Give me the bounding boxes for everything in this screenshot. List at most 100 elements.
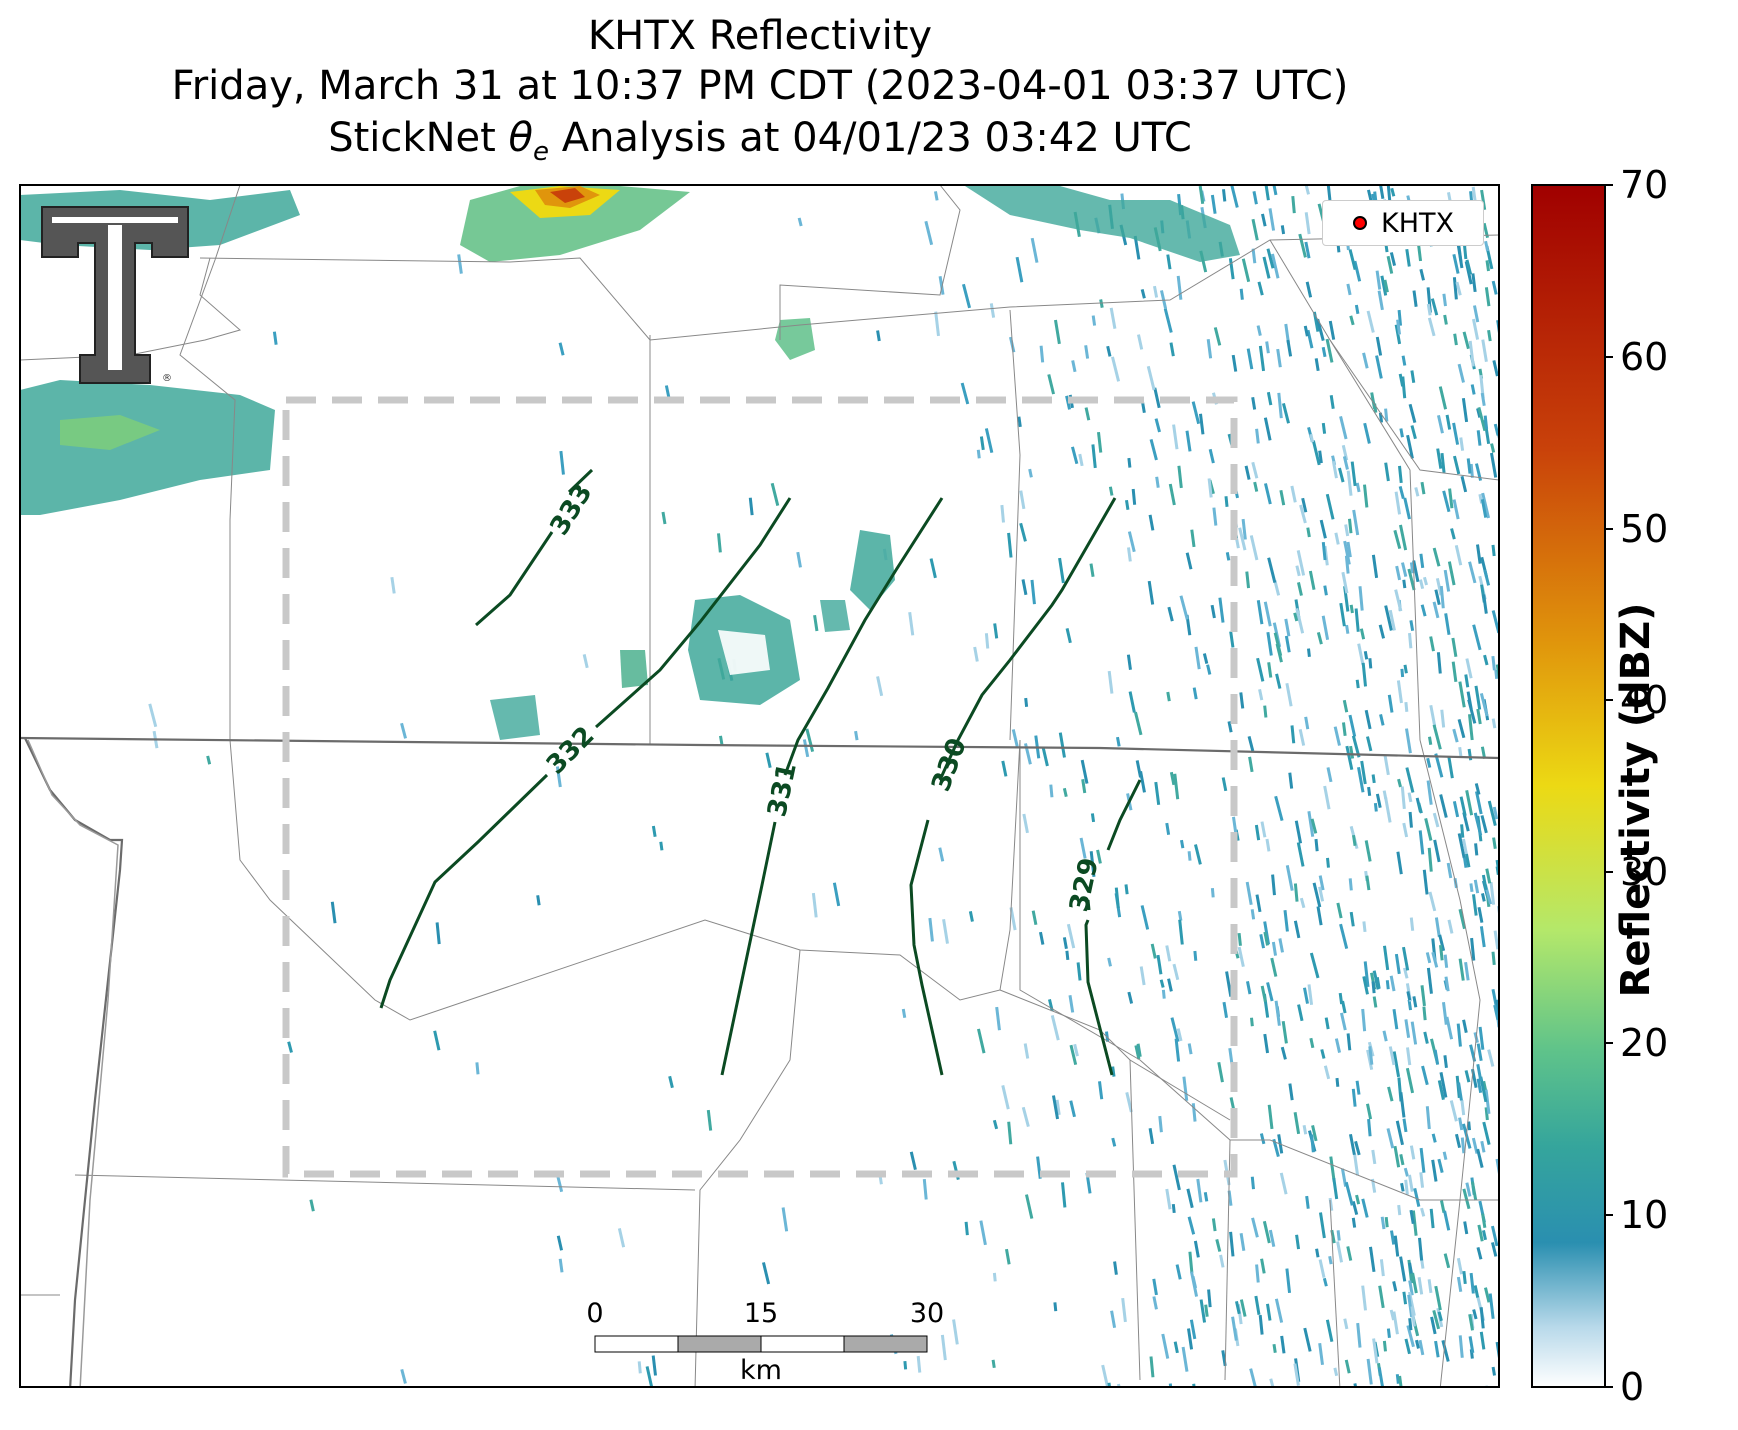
radar-echo-gate [1199,1299,1207,1323]
radar-echo-gate [1364,840,1372,862]
map-border [19,184,1500,1388]
radar-echo-gate [1154,781,1161,806]
radar-echo-gate [1280,1335,1286,1354]
radar-echo-gate [1155,476,1160,488]
radar-echo-gate [1335,1077,1340,1087]
radar-echo-gate [1491,280,1498,295]
radar-echo-gate [1420,604,1427,617]
radar-echo-gate [1357,643,1365,666]
radar-echo-gate [1284,323,1290,343]
radar-echo-gate [1428,891,1437,912]
radar-echo-gate [1334,1038,1342,1053]
radar-echo-gate [1393,1235,1400,1257]
radar-echo-gate [1258,345,1266,372]
radar-echo-gate [1278,938,1284,953]
radar-echo-gate [1165,822,1171,835]
radar-echo-gate [1481,1213,1487,1229]
analysis-domain-box [282,396,1238,1178]
radar-echo-gate [1443,954,1449,968]
radar-echo-gate [536,895,541,906]
radar-echo-gate [1291,196,1296,214]
radar-echo-gate [1469,1272,1475,1294]
radar-echo-gate [1081,779,1087,794]
radar-echo-gate [1039,345,1045,363]
radar-echo-gate [1494,999,1499,1017]
radar-echo-gate [1058,732,1066,758]
radar-echo-gate [1484,240,1490,252]
radar-echo-gate [1007,1121,1013,1145]
radar-echo-gate [1392,1051,1401,1078]
radar-echo-gate [1001,1085,1010,1110]
radar-echo-gate [1342,699,1349,713]
radar-echo-gate [1227,721,1233,733]
radar-echo-gate [1147,580,1155,605]
radar-echo-gate [1409,917,1415,931]
radar-echo-gate [1480,392,1486,407]
radar-echo-gate [1192,687,1198,700]
radar-echo-gate [1030,579,1036,605]
radar-echo-gate [1215,1238,1222,1252]
title-line-2: Friday, March 31 at 10:37 PM CDT (2023-0… [171,63,1349,109]
radar-echo-gate [1492,806,1499,820]
radar-echo-gate [668,1075,674,1089]
radar-echo-gate [1023,1043,1030,1059]
radar-echo-gate [1351,1217,1357,1228]
radar-echo-gate [1295,608,1305,634]
radar-echo-gate [1462,1270,1467,1285]
radar-echo-gate [1186,1188,1194,1209]
map-legend: KHTX [1322,200,1484,246]
radar-echo-gate [148,703,158,728]
radar-echo-gate [1402,579,1407,589]
radar-echo-gate [1437,1080,1445,1101]
radar-echo-gate [1449,1100,1458,1122]
radar-echo-gate [1089,563,1095,578]
radar-echo-gate [1168,483,1176,506]
radar-echo-gate [1312,882,1322,908]
radar-echo-gate [1296,550,1306,576]
radar-echo-gate [1480,1140,1486,1153]
radar-echo-gate [1464,1070,1471,1083]
radar-echo-gate [1273,632,1283,657]
radar-echo-gate [1378,1285,1385,1309]
radar-echo-gate [1222,1001,1229,1018]
radar-echo-gate [1301,497,1308,513]
radar-echo-gate [1345,745,1354,770]
radar-echo-gate [1344,524,1350,537]
radar-echo-gate [1459,796,1467,817]
radar-echo-gate [1474,685,1482,710]
radar-echo-gate [1231,354,1238,372]
radar-echo-gate [1441,1340,1450,1362]
radar-echo-gate [813,614,819,632]
radar-echo-gate [984,428,994,453]
radar-echo-gate [1457,833,1466,859]
radar-echo-gate [1001,760,1008,777]
radar-echo-gate [1410,1021,1418,1045]
radar-echo-gate [1429,636,1435,652]
radar-echo-gate [1443,1055,1448,1069]
radar-echo-gate [979,1220,987,1246]
radar-echo-gate [1479,692,1489,717]
scale-bar [594,1335,928,1353]
radar-echo-gate [1357,766,1365,793]
radar-echo-gate [1439,794,1448,818]
radar-echo-gate [1473,1285,1480,1298]
radar-echo-gate [1408,1174,1414,1192]
radar-echo-gate [1395,1120,1404,1146]
radar-echo-gate [651,825,657,837]
radar-echo-gate [1187,1328,1194,1350]
radar-echo-gate [1397,1204,1402,1216]
radar-echo-gate [903,1361,908,1370]
colorbar-label: Reflectivity (dBZ) [1613,602,1659,998]
radar-echo-gate [1259,934,1266,949]
radar-echo-gate [1047,374,1055,395]
radar-echo-gate [1475,463,1483,481]
radar-echo-gate [1455,281,1462,296]
radar-echo-gate [1107,957,1112,967]
radar-echo-gate [989,303,996,318]
radar-echo-gate [1440,709,1446,728]
radar-echo-gate [1367,786,1372,797]
radar-echo-gate [1375,355,1383,379]
radar-echo-gate [1263,417,1272,441]
radar-echo-gate [1235,1300,1241,1315]
radar-echo-gate [1054,319,1061,345]
